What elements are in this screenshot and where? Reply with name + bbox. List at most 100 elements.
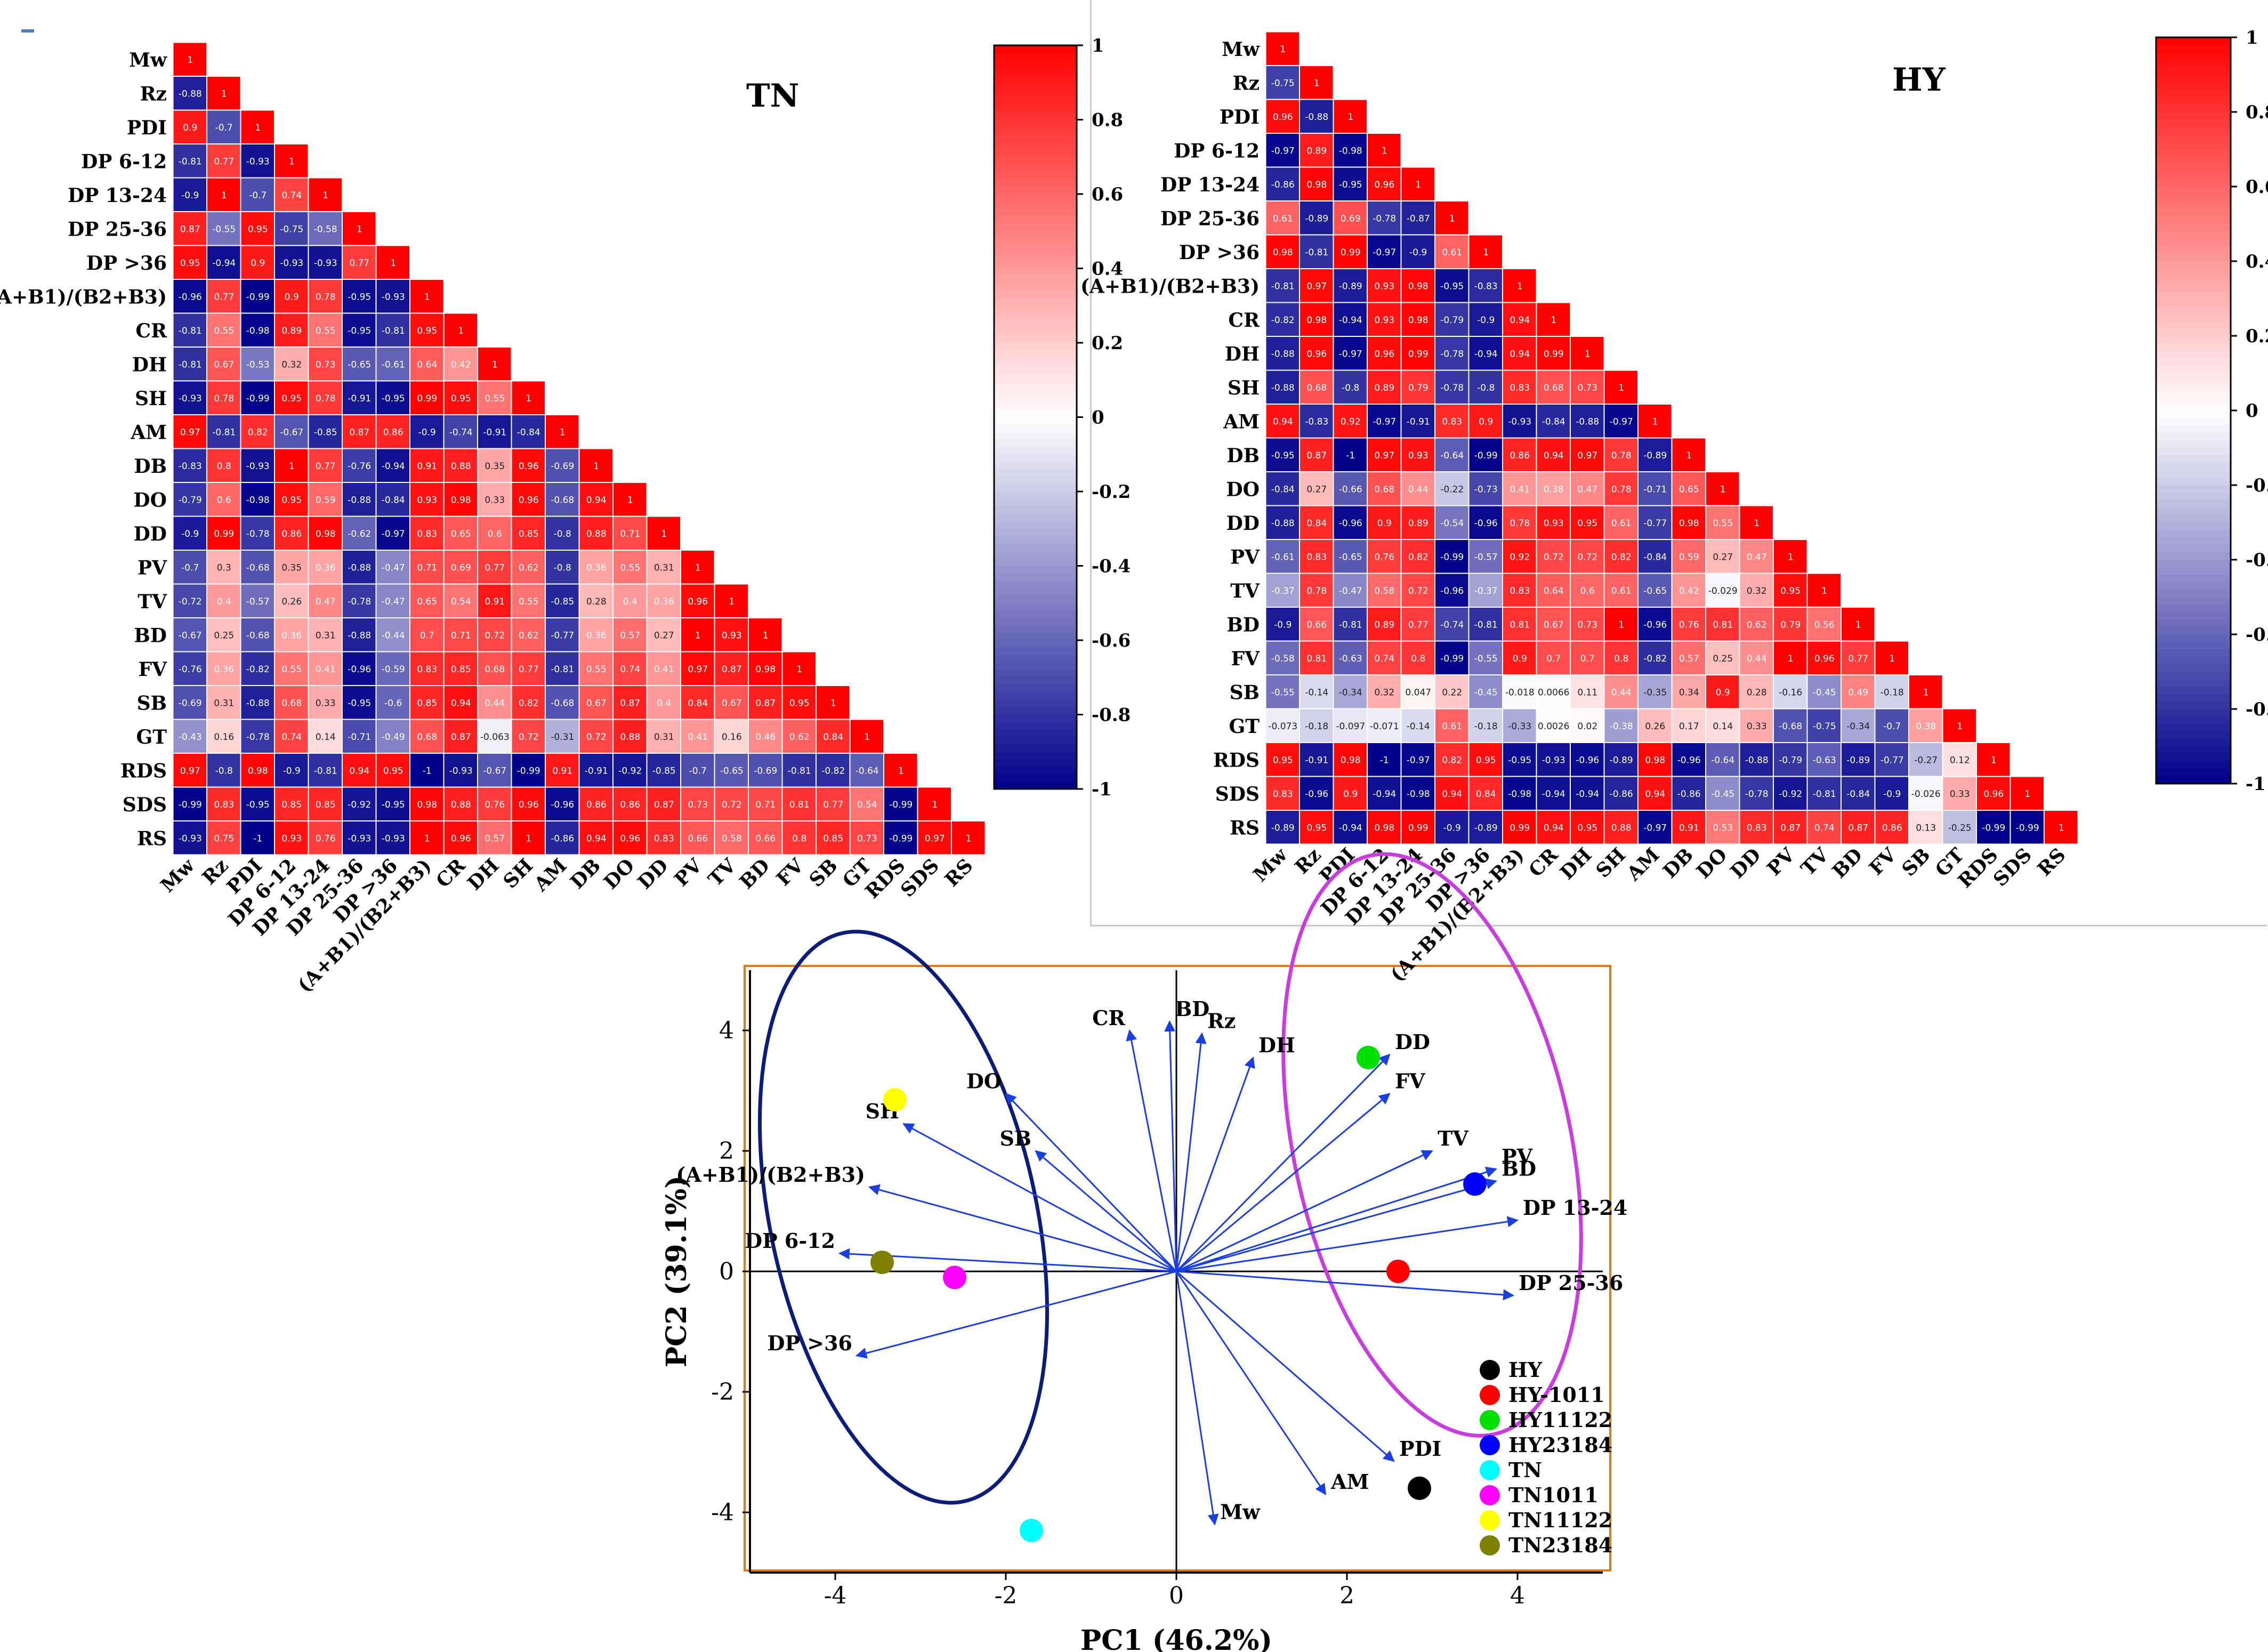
heatmap-cell [342, 279, 376, 313]
legend-label: TN11122 [1508, 1508, 1612, 1532]
cell-value: 1 [898, 765, 904, 776]
cell-value: -0.98 [246, 326, 270, 336]
colorbar-band [994, 372, 1077, 381]
colorbar-band [2156, 582, 2231, 590]
cell-value: -0.33 [1508, 721, 1531, 732]
colorbar-band [2156, 590, 2231, 598]
colorbar-band [2156, 634, 2231, 642]
cell-value: 0.77 [349, 258, 369, 269]
loading-arrow [1176, 1166, 1497, 1272]
colorbar-band [2156, 336, 2231, 344]
heatmap-cell [1300, 472, 1334, 506]
heatmap-cell [240, 821, 275, 855]
heatmap-cell [1503, 539, 1537, 574]
cell-value: 1 [1754, 518, 1759, 529]
cell-value: 0.65 [451, 529, 471, 539]
cell-value: 0.98 [1408, 315, 1428, 326]
cell-value: 0.88 [451, 800, 471, 810]
heatmap-cell [410, 313, 444, 347]
column-label: Mw [156, 854, 199, 897]
colorbar-band [2156, 440, 2231, 448]
cell-value: 0.6 [488, 529, 502, 539]
cell-value: -0.81 [1339, 619, 1362, 630]
cell-value: -0.79 [1779, 755, 1802, 765]
row-label: DH [1225, 343, 1260, 365]
heatmap-cell [681, 651, 715, 686]
colorbar-band [994, 610, 1077, 619]
cell-value: 1 [187, 55, 193, 66]
cell-value: 0.85 [451, 664, 471, 675]
heatmap-cell [308, 245, 342, 279]
heatmap-cell [1604, 505, 1638, 539]
cell-value: 1 [1855, 619, 1861, 630]
colorbar-band [2156, 142, 2231, 150]
cell-value: 0.54 [857, 800, 877, 810]
heatmap-cell [647, 584, 681, 618]
column-label: DO [1692, 844, 1732, 883]
colorbar-band [2156, 224, 2231, 232]
heatmap-cell [308, 516, 342, 550]
cell-value: -0.25 [1948, 823, 1972, 833]
heatmap-cell [1367, 810, 1401, 844]
colorbar-band [994, 655, 1077, 663]
cell-value: -0.99 [1440, 552, 1464, 562]
heatmap-cell [1976, 743, 2011, 777]
heatmap-cell [1333, 99, 1367, 133]
colorbar-band [994, 291, 1077, 299]
heatmap-cell [1536, 743, 1570, 777]
heatmap-cell [443, 686, 478, 720]
heatmap-cell [1841, 810, 1875, 844]
cell-value: -0.99 [246, 393, 270, 404]
cell-value: 0.47 [1747, 552, 1767, 562]
loading-label: DP 13-24 [1523, 1196, 1627, 1220]
heatmap-cell [1570, 404, 1604, 438]
colorbar-band [2156, 194, 2231, 202]
colorbar-tick-label: -0.2 [2246, 475, 2268, 496]
colorbar-band [994, 402, 1077, 410]
colorbar-band [2156, 470, 2231, 478]
heatmap-cell [1638, 472, 1672, 506]
colorbar-band [994, 498, 1077, 507]
cell-value: -0.61 [1271, 552, 1295, 562]
heatmap-cell [207, 212, 241, 246]
cell-value: 0.96 [1273, 112, 1293, 123]
heatmap-cell [410, 584, 444, 618]
cell-value: 0.44 [485, 698, 505, 708]
heatmap-cell [511, 651, 545, 686]
heatmap-cell [1570, 336, 1604, 370]
colorbar-band [2156, 60, 2231, 68]
heatmap-cell [1300, 641, 1334, 675]
heatmap-cell [1300, 573, 1334, 607]
colorbar-band [994, 588, 1077, 597]
cell-value: 0.36 [586, 562, 607, 573]
heatmap-cell [410, 787, 444, 821]
heatmap-cell [1638, 404, 1672, 438]
heatmap-cell [1503, 573, 1537, 607]
colorbar-band [2156, 627, 2231, 635]
heatmap-cell [579, 821, 613, 855]
cell-value: -0.93 [382, 833, 405, 844]
cell-value: -0.94 [1373, 789, 1396, 800]
heatmap-cell [748, 719, 782, 753]
cell-value: 0.96 [688, 597, 708, 607]
cell-value: -0.78 [1745, 789, 1769, 800]
heatmap-cell [1401, 370, 1435, 404]
heatmap-cell [1706, 743, 1740, 777]
cell-value: 0.6 [217, 495, 231, 505]
cell-value: 1 [729, 597, 735, 607]
heatmap-cell [308, 279, 342, 313]
cell-value: -0.88 [348, 630, 371, 641]
colorbar-band [994, 67, 1077, 76]
heatmap-cell [1570, 743, 1604, 777]
cell-value: 0.55 [1713, 518, 1733, 529]
cell-value: 0.94 [1510, 349, 1530, 359]
cell-value: 0.38 [1916, 721, 1936, 732]
heatmap-cell [207, 144, 241, 178]
heatmap-cell [1706, 505, 1740, 539]
cell-value: 0.77 [519, 664, 539, 675]
heatmap-cell [1265, 235, 1300, 269]
heatmap-cell [207, 178, 241, 212]
cell-value: -0.95 [348, 326, 371, 336]
cell-value: 0.89 [281, 326, 302, 336]
heatmap-cell [207, 618, 241, 652]
